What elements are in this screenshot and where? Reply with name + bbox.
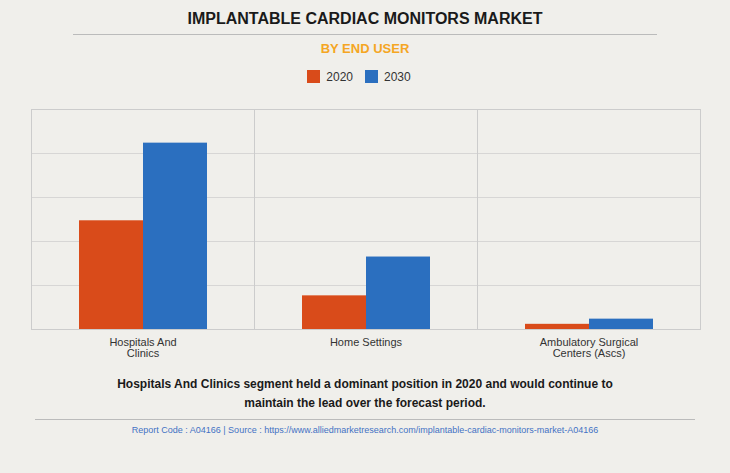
html-text:2020: 2020 — [326, 69, 353, 84]
html-text:Report Code : A04166 | Source: Report Code : A04166 | Source : https://… — [131, 425, 599, 436]
svg-text:Home Settings: Home Settings — [330, 336, 403, 348]
svg-text:Ambulatory SurgicalCenters (As: Ambulatory SurgicalCenters (Ascs) — [540, 336, 638, 359]
html-text:2030: 2030 — [384, 69, 411, 84]
html-text:Hospitals And Clinics segment: Hospitals And Clinics segment held a dom… — [117, 377, 613, 411]
html-text:BY END USER: BY END USER — [320, 41, 410, 56]
html-text:IMPLANTABLE CARDIAC MONITORS M: IMPLANTABLE CARDIAC MONITORS MARKET — [187, 10, 543, 27]
svg-text:Hospitals AndClinics: Hospitals AndClinics — [109, 336, 176, 359]
